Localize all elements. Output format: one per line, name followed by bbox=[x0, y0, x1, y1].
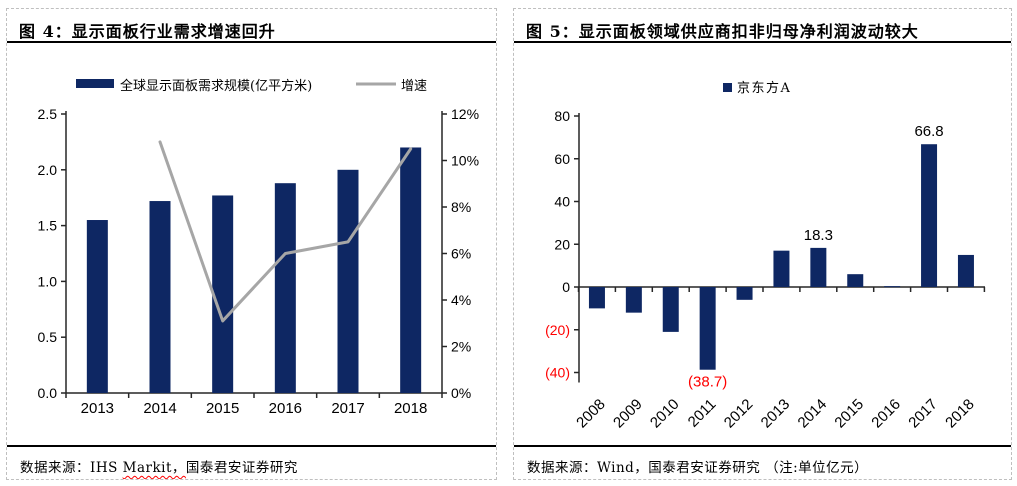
bar-2009 bbox=[625, 287, 642, 313]
x-axis-tick: 2016 bbox=[868, 396, 904, 432]
bar-2011 bbox=[699, 287, 716, 370]
bar-2017 bbox=[921, 144, 938, 287]
x-axis-tick: 2008 bbox=[573, 396, 609, 432]
y-axis-left-tick: 2.0 bbox=[38, 162, 58, 178]
x-axis-tick: 2015 bbox=[831, 396, 867, 432]
y-axis-right-tick: 6% bbox=[451, 246, 471, 262]
figure4-source: 数据来源：IHS Markit，国泰君安证券研究 bbox=[7, 445, 496, 479]
bar-2014 bbox=[810, 247, 827, 287]
x-axis-tick: 2013 bbox=[81, 400, 114, 417]
x-axis-tick: 2012 bbox=[721, 396, 757, 432]
y-axis-tick: 60 bbox=[554, 151, 570, 167]
y-axis-right-tick: 8% bbox=[451, 199, 471, 215]
y-axis-right-tick: 12% bbox=[451, 106, 479, 122]
figure5-data-labels: (38.7) 18.3 66.8 bbox=[688, 123, 944, 391]
bar-2010 bbox=[662, 287, 679, 332]
figure4-legend: 全球显示面板需求规模(亿平方米) 增速 bbox=[76, 78, 427, 94]
bar-2015 bbox=[847, 274, 864, 287]
x-axis-tick: 2017 bbox=[331, 400, 364, 417]
y-axis-tick: 0 bbox=[562, 279, 570, 295]
bar-2016 bbox=[884, 286, 901, 288]
x-axis-tick: 2011 bbox=[685, 396, 720, 431]
legend-label-boe: 京东方A bbox=[737, 80, 791, 96]
figure5-legend: 京东方A bbox=[723, 80, 791, 96]
y-axis-tick: 20 bbox=[554, 236, 570, 252]
x-axis-tick: 2016 bbox=[269, 400, 302, 417]
bar-2017 bbox=[337, 169, 359, 393]
x-axis-tick: 2015 bbox=[206, 400, 239, 417]
figure4-title: 图 4：显示面板行业需求增速回升 bbox=[7, 9, 496, 43]
figure4-axes: 0.0 0.5 1.0 1.5 2.0 2.5 0% 2% 4% 6% 8% 10% 12% bbox=[38, 106, 480, 401]
data-label: 18.3 bbox=[804, 227, 833, 244]
x-axis-tick: 2009 bbox=[610, 396, 646, 432]
legend-label-demand: 全球显示面板需求规模(亿平方米) bbox=[120, 78, 312, 94]
y-axis-right-tick: 2% bbox=[451, 339, 471, 355]
bar-2016 bbox=[274, 183, 296, 393]
figure5-x-labels: 2008 2009 2010 2011 2012 2013 2014 2015 2016 2017… bbox=[573, 396, 978, 432]
y-axis-left-tick: 1.0 bbox=[38, 273, 58, 289]
y-axis-left-tick: 2.5 bbox=[38, 106, 58, 122]
x-axis-tick: 2018 bbox=[394, 400, 427, 417]
data-label: (38.7) bbox=[688, 374, 727, 391]
y-axis-left-tick: 0.5 bbox=[38, 329, 58, 345]
figure4-bars bbox=[86, 147, 422, 393]
source-text-spellcheck: Markit， bbox=[122, 460, 186, 476]
x-axis-tick: 2014 bbox=[143, 400, 176, 417]
legend-label-growth: 增速 bbox=[401, 79, 427, 94]
y-axis-right-tick: 0% bbox=[451, 385, 471, 401]
y-axis-tick: 40 bbox=[554, 194, 570, 210]
source-text: 数据来源：IHS bbox=[20, 460, 123, 476]
bar-2013 bbox=[773, 250, 790, 287]
bar-2008 bbox=[588, 287, 605, 309]
y-axis-tick: 80 bbox=[554, 108, 570, 124]
source-text: 国泰君安证券研究 bbox=[185, 460, 298, 476]
bar-2018 bbox=[957, 254, 974, 287]
y-axis-right-tick: 4% bbox=[451, 292, 471, 308]
x-axis-tick: 2014 bbox=[795, 396, 831, 432]
figure4-chart: 全球显示面板需求规模(亿平方米) 增速 0.0 0.5 1.0 1.5 2.0 2.5 0% 2%… bbox=[38, 78, 480, 417]
x-axis-tick: 2010 bbox=[647, 396, 683, 432]
bar-2014 bbox=[149, 201, 171, 393]
figure5-title: 图 5：显示面板领域供应商扣非归母净利润波动较大 bbox=[514, 9, 1011, 43]
bar-2015 bbox=[212, 195, 234, 393]
y-axis-left-tick: 0.0 bbox=[38, 385, 58, 401]
figure5-axes: 80 60 40 20 0 (20) (40) bbox=[545, 108, 986, 383]
figure5-source: 数据来源：Wind，国泰君安证券研究 （注:单位亿元） bbox=[514, 445, 1011, 479]
x-axis-tick: 2017 bbox=[905, 396, 941, 432]
source-text: 数据来源：Wind，国泰君安证券研究 （注:单位亿元） bbox=[527, 460, 869, 476]
figure5-bars bbox=[588, 144, 974, 370]
bar-2012 bbox=[736, 287, 753, 300]
y-axis-right-tick: 10% bbox=[451, 153, 479, 169]
data-label: 66.8 bbox=[914, 123, 943, 140]
x-axis-tick: 2018 bbox=[942, 396, 978, 432]
y-axis-tick: (40) bbox=[545, 365, 570, 381]
growth-line bbox=[158, 140, 413, 323]
y-axis-tick: (20) bbox=[545, 322, 570, 338]
figure4-panel: 图 4：显示面板行业需求增速回升 全球显示面板需求规模(亿平方米) 增速 0.0 0.… bbox=[6, 8, 497, 480]
bar-2013 bbox=[86, 220, 108, 393]
figure5-panel: 图 5：显示面板领域供应商扣非归母净利润波动较大 京东方A 80 60 40 20 0 (2… bbox=[513, 8, 1012, 480]
y-axis-left-tick: 1.5 bbox=[38, 218, 58, 234]
x-axis-tick: 2013 bbox=[758, 396, 794, 432]
figure4-x-labels: 2013 2014 2015 2016 2017 2018 bbox=[81, 400, 428, 417]
bar-2018 bbox=[400, 147, 422, 393]
